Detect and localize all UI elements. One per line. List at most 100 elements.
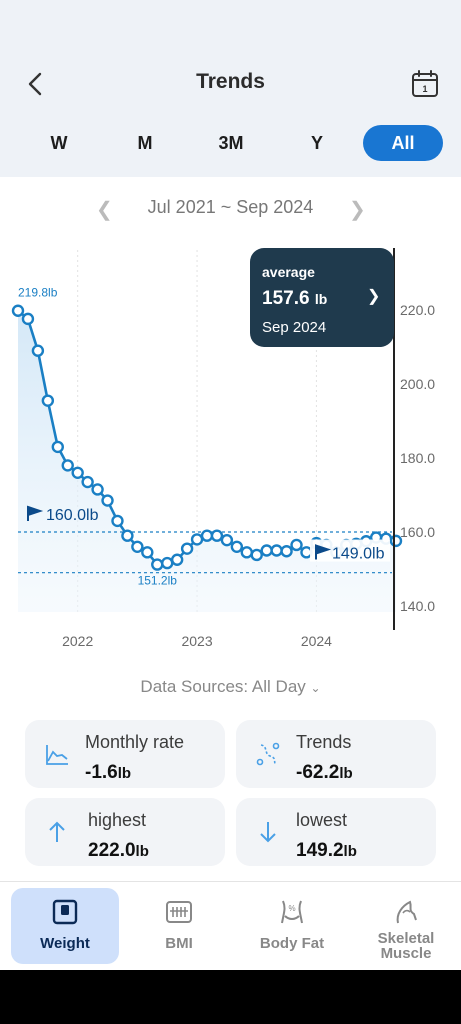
date-range: Jul 2021 ~ Sep 2024: [147, 197, 314, 217]
next-range-icon[interactable]: ❯: [349, 199, 366, 221]
data-point-2021-10: [41, 394, 55, 407]
data-point-2023-12: [300, 546, 313, 559]
chart-area-fill: [18, 310, 396, 612]
nav-body-fat-label: Body Fat: [259, 935, 325, 952]
x-tick-label-2023: 2023: [181, 633, 212, 649]
arrow-up-icon: [49, 821, 65, 842]
data-point-2023-10: [280, 545, 293, 558]
chevron-left-icon[interactable]: [22, 68, 50, 100]
data-point-2023-03: [210, 529, 224, 542]
goal-right-label: 149.0lb: [332, 546, 385, 563]
data-point-2022-02: [81, 475, 94, 489]
data-point-2023-09: [270, 544, 283, 557]
arrow-down-icon: [260, 822, 276, 843]
period-year[interactable]: Y: [310, 133, 323, 153]
period-week[interactable]: W: [50, 133, 68, 153]
prev-range-icon[interactable]: ❮: [96, 199, 113, 221]
tooltip-value: 157.6 lb: [262, 288, 328, 309]
y-tick-label-3: 160.0: [400, 524, 435, 540]
chevron-right-icon: ❯: [367, 288, 381, 305]
calendar-icon[interactable]: 1: [410, 69, 440, 99]
chart-tooltip[interactable]: average 157.6 lb Sep 2024 ❯: [250, 248, 394, 347]
data-point-2021-12: [61, 459, 74, 472]
highest-label: highest: [88, 810, 147, 830]
flag-icon: [315, 544, 332, 560]
period-3month[interactable]: 3M: [218, 133, 244, 153]
highest-card: highest 222.0lb: [25, 798, 225, 866]
y-tick-label-1: 200.0: [400, 376, 435, 392]
monthly-rate-label: Monthly rate: [85, 732, 185, 752]
svg-text:%: %: [288, 904, 295, 913]
nav-bmi-label: BMI: [165, 935, 193, 952]
lowest-card: lowest 149.2lb: [236, 798, 436, 866]
nav-skeletal-muscle[interactable]: Skeletal Muscle: [352, 888, 460, 964]
tooltip-date: Sep 2024: [262, 319, 327, 336]
y-tick-label-2: 180.0: [400, 450, 435, 466]
data-point-2023-07: [250, 548, 263, 562]
start-value-label: 219.8lb: [18, 286, 58, 300]
data-point-2023-06: [240, 546, 253, 559]
header-area: Trends 1 W M 3M Y All: [0, 0, 461, 177]
body-fat-icon: %: [281, 900, 303, 924]
trends-card: Trends -62.2lb: [236, 720, 436, 788]
period-month[interactable]: M: [137, 133, 153, 153]
data-point-2021-08: [21, 312, 35, 326]
data-point-2022-11: [170, 553, 184, 566]
period-selector: W M 3M Y All: [0, 125, 461, 163]
data-point-2021-09: [31, 344, 45, 357]
min-value-label: 151.2lb: [138, 574, 178, 588]
bottom-nav: Weight BMI % Body Fat: [0, 882, 461, 970]
data-point-2023-02: [200, 529, 214, 542]
goal-right-bg: [310, 539, 390, 562]
data-point-2021-07: [11, 304, 25, 317]
trends-label: Trends: [296, 732, 352, 752]
nav-divider: [0, 881, 461, 882]
y-tick-label-4: 140.0: [400, 598, 435, 614]
data-point-2022-10: [161, 556, 174, 570]
data-point-2022-04: [101, 494, 114, 507]
nav-bmi[interactable]: BMI: [125, 888, 233, 964]
nav-body-fat[interactable]: % Body Fat: [238, 888, 346, 964]
trends-value: -62.2lb: [296, 762, 353, 783]
goal-left-label: 160.0lb: [46, 507, 99, 524]
monthly-rate-value: -1.6lb: [85, 762, 132, 783]
tooltip-label: average: [262, 264, 315, 280]
area-chart-icon: [46, 745, 68, 765]
monthly-rate-card: Monthly rate -1.6lb: [25, 720, 225, 788]
x-tick-label-2024: 2024: [301, 633, 332, 649]
nav-skeletal-muscle-label: Skeletal Muscle: [377, 930, 435, 962]
page-title: Trends: [196, 70, 265, 93]
svg-text:1: 1: [422, 84, 427, 94]
data-point-2022-03: [91, 483, 104, 496]
flag-icon: [27, 505, 44, 521]
data-point-2023-01: [190, 533, 204, 546]
data-point-2022-01: [71, 466, 84, 480]
bmi-icon: [166, 901, 192, 923]
x-tick-label-2022: 2022: [62, 633, 93, 649]
lowest-label: lowest: [296, 810, 348, 830]
nav-weight-label: Weight: [40, 935, 90, 952]
data-sources-dropdown[interactable]: Data Sources: All Day ⌄: [140, 677, 321, 696]
data-point-2023-08: [260, 544, 273, 557]
data-point-2021-11: [51, 440, 64, 454]
data-point-2022-09: [151, 558, 164, 571]
chevron-down-icon: ⌄: [310, 681, 321, 695]
nav-weight[interactable]: Weight: [11, 888, 119, 964]
data-point-2022-06: [121, 529, 134, 542]
highest-value: 222.0lb: [88, 840, 149, 861]
data-point-2022-12: [180, 542, 194, 555]
skeletal-muscle-icon: [396, 900, 417, 924]
data-point-2023-04: [220, 533, 234, 547]
trends-screen: Trends 1 W M 3M Y All ❮ Jul 2021 ~ Sep 2…: [0, 0, 461, 970]
scale-icon: [52, 899, 78, 925]
data-point-2022-07: [131, 540, 144, 553]
lowest-value: 149.2lb: [296, 840, 357, 861]
data-point-2023-11: [290, 538, 303, 552]
data-point-2022-05: [111, 514, 124, 528]
y-tick-label-0: 220.0: [400, 302, 435, 318]
period-all[interactable]: All: [363, 125, 443, 161]
trend-curve-icon: [256, 742, 280, 766]
data-point-2022-08: [141, 546, 154, 559]
data-point-2023-05: [230, 540, 244, 553]
weight-chart[interactable]: 220.0 200.0 180.0 160.0 140.0 2022 2023 2024 2…: [0, 240, 461, 660]
